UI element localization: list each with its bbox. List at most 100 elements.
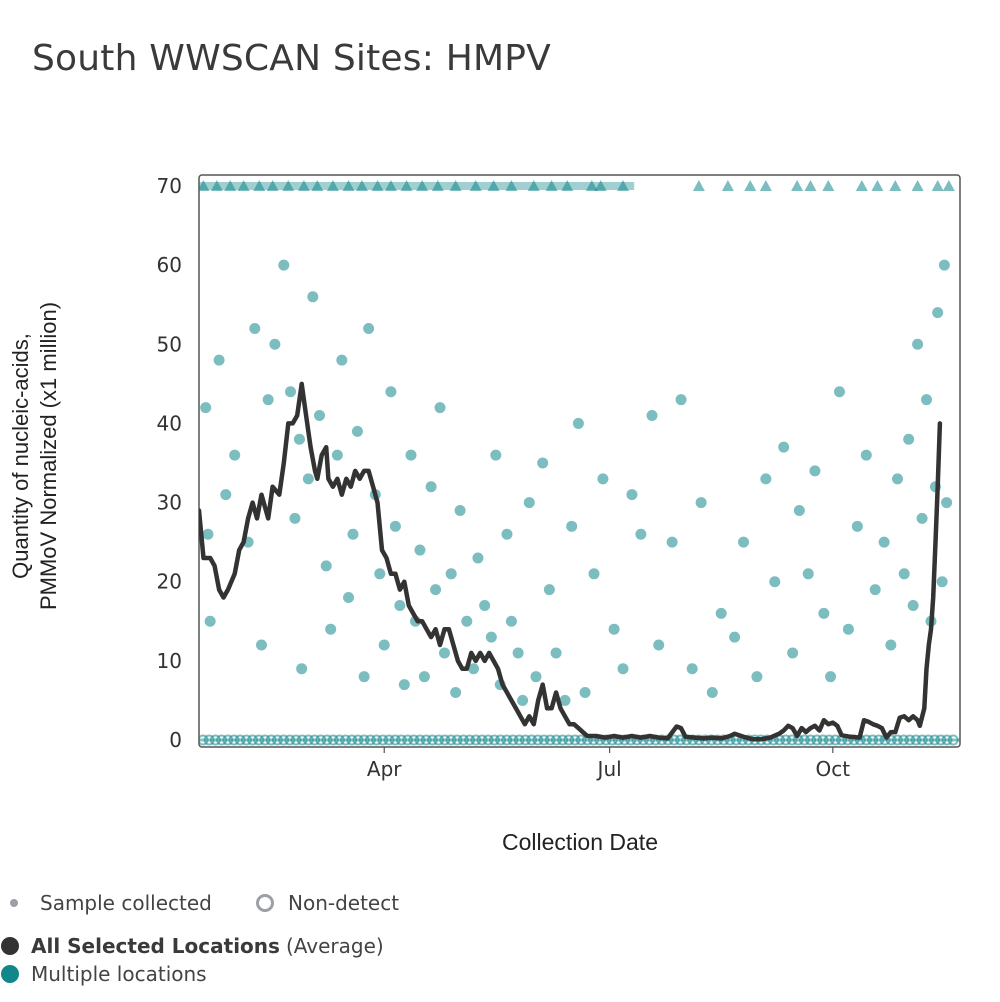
- sample-point: [351, 425, 363, 437]
- sample-point: [229, 449, 241, 461]
- sample-point: [588, 568, 600, 580]
- sample-point: [626, 489, 638, 501]
- sample-point: [686, 663, 698, 675]
- capped-point: [282, 180, 295, 191]
- sample-point: [635, 528, 647, 540]
- sample-point: [485, 631, 497, 643]
- sample-point: [903, 433, 915, 445]
- capped-point: [371, 180, 384, 191]
- capped-point: [855, 180, 868, 191]
- sample-point: [851, 520, 863, 532]
- capped-point: [942, 180, 955, 191]
- sample-point: [916, 512, 928, 524]
- legend-multiple-locations[interactable]: Multiple locations: [1, 962, 207, 986]
- capped-point: [889, 180, 902, 191]
- sample-point: [597, 473, 609, 485]
- x-axis-title: Collection Date: [502, 829, 658, 855]
- sample-point: [347, 528, 359, 540]
- sample-point: [550, 647, 562, 659]
- y-tick-label: 20: [157, 570, 182, 594]
- capped-point: [759, 180, 772, 191]
- sample-point: [860, 449, 872, 461]
- sample-point: [675, 394, 687, 406]
- capped-point: [617, 180, 630, 191]
- sample-point: [325, 623, 337, 635]
- sample-point: [461, 615, 473, 627]
- capped-point: [449, 180, 462, 191]
- sample-point: [878, 536, 890, 548]
- sample-point: [802, 568, 814, 580]
- y-tick-label: 70: [157, 174, 182, 198]
- sample-point: [653, 639, 665, 651]
- capped-point: [527, 180, 540, 191]
- sample-point: [892, 473, 904, 485]
- sample-point: [255, 639, 267, 651]
- capped-point: [469, 180, 482, 191]
- sample-point: [467, 663, 479, 675]
- capped-point: [561, 180, 574, 191]
- capped-point: [210, 180, 223, 191]
- y-tick-label: 60: [157, 253, 182, 277]
- legend-non-detect-label: Non-detect: [288, 891, 400, 915]
- sample-point: [284, 386, 296, 398]
- sample-point: [523, 497, 535, 509]
- sample-point: [302, 473, 314, 485]
- legend-sample-collected[interactable]: Sample collected: [10, 891, 212, 915]
- non-detect-ring-icon: [256, 894, 274, 912]
- legend-multiple-locations-label: Multiple locations: [31, 962, 207, 986]
- sample-point: [220, 489, 232, 501]
- sample-point: [833, 386, 845, 398]
- sample-point: [472, 552, 484, 564]
- sample-point: [517, 694, 529, 706]
- sample-point: [331, 449, 343, 461]
- sample-point: [608, 623, 620, 635]
- sample-point: [729, 631, 741, 643]
- sample-point: [398, 679, 410, 691]
- sample-point: [818, 607, 830, 619]
- sample-point: [932, 307, 944, 319]
- capped-point: [224, 180, 237, 191]
- x-tick-label: Oct: [815, 757, 850, 781]
- sample-collected-dot-icon: [10, 899, 18, 907]
- capped-point: [545, 180, 558, 191]
- sample-point: [262, 394, 274, 406]
- y-axis-title-line: PMMoV Normalized (x1 million): [36, 302, 61, 610]
- capped-point: [342, 180, 355, 191]
- sample-point: [938, 259, 950, 271]
- capped-point: [400, 180, 413, 191]
- sample-point: [269, 338, 281, 350]
- sample-point: [307, 291, 319, 303]
- sample-point: [787, 647, 799, 659]
- sample-point: [512, 647, 524, 659]
- sample-point: [374, 568, 386, 580]
- sample-point: [296, 663, 308, 675]
- sample-point: [760, 473, 772, 485]
- sample-point: [450, 687, 462, 699]
- sample-point: [715, 607, 727, 619]
- y-tick-label: 10: [157, 649, 182, 673]
- plot-frame: [198, 174, 961, 748]
- sample-point: [479, 599, 491, 611]
- sample-point: [505, 615, 517, 627]
- sample-point: [543, 584, 555, 596]
- legend-average[interactable]: All Selected Locations (Average): [1, 934, 384, 958]
- capped-point: [505, 180, 518, 191]
- sample-point: [343, 592, 355, 604]
- sample-point: [405, 449, 417, 461]
- sample-point: [202, 528, 214, 540]
- sample-point: [907, 599, 919, 611]
- sample-point: [490, 449, 502, 461]
- sample-point: [425, 481, 437, 493]
- legend-non-detect[interactable]: Non-detect: [256, 891, 399, 915]
- legend-average-label: All Selected Locations: [31, 934, 280, 958]
- capped-point: [692, 180, 705, 191]
- sample-point: [738, 536, 750, 548]
- sample-point: [213, 354, 225, 366]
- sample-point: [579, 687, 591, 699]
- x-tick-label: Apr: [367, 757, 402, 781]
- legend-sample-collected-label: Sample collected: [40, 891, 212, 915]
- capped-point: [355, 180, 368, 191]
- capped-point: [931, 180, 944, 191]
- y-tick-label: 0: [169, 728, 182, 752]
